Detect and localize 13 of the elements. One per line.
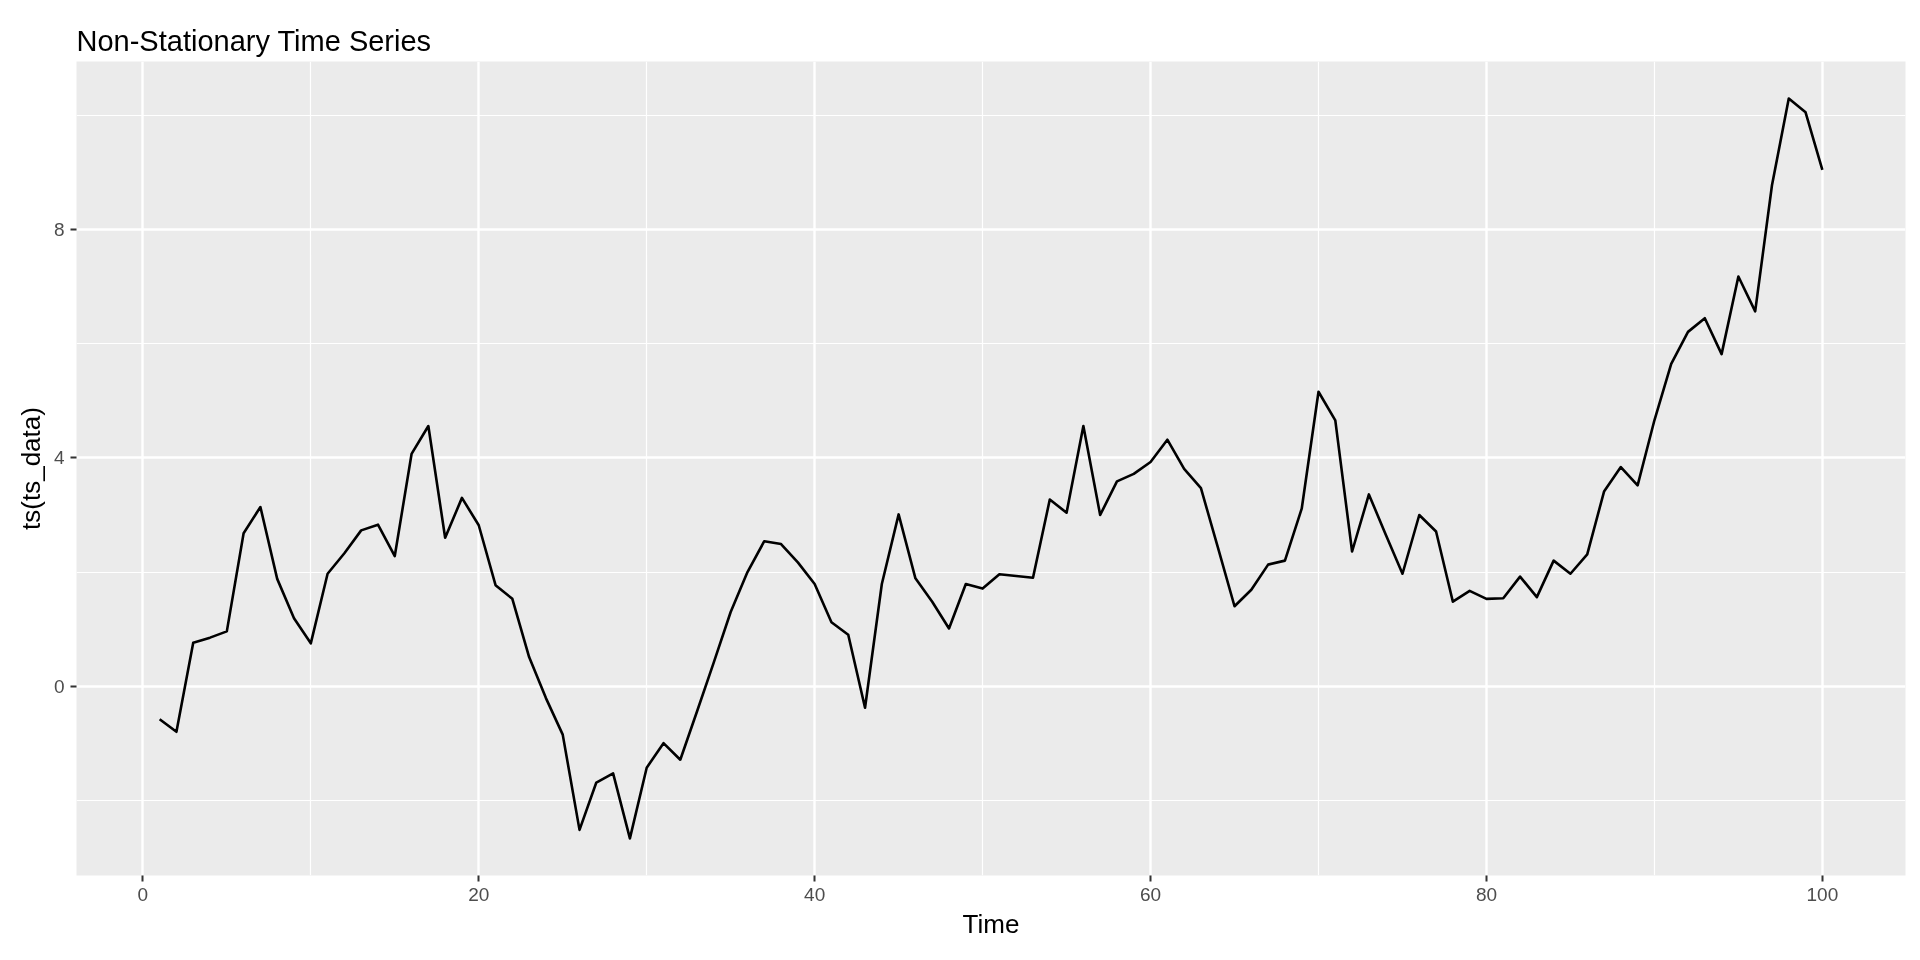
line-series [158,97,1824,840]
x-tick-label: 20 [468,883,490,905]
x-tick-label: 0 [137,883,149,905]
y-tick-label: 4 [53,447,65,469]
x-tick-label: 40 [804,883,826,905]
x-tick-label: 80 [1475,883,1498,905]
y-tick-label: 8 [53,219,65,241]
x-tick-label: 100 [1806,883,1839,905]
x-axis-title: Time [962,908,1020,939]
y-axis-title: ts(ts_data) [15,407,46,530]
y-tick-label: 0 [53,675,65,697]
chart-title: Non-Stationary Time Series [76,24,432,57]
x-tick-label: 60 [1139,883,1162,905]
